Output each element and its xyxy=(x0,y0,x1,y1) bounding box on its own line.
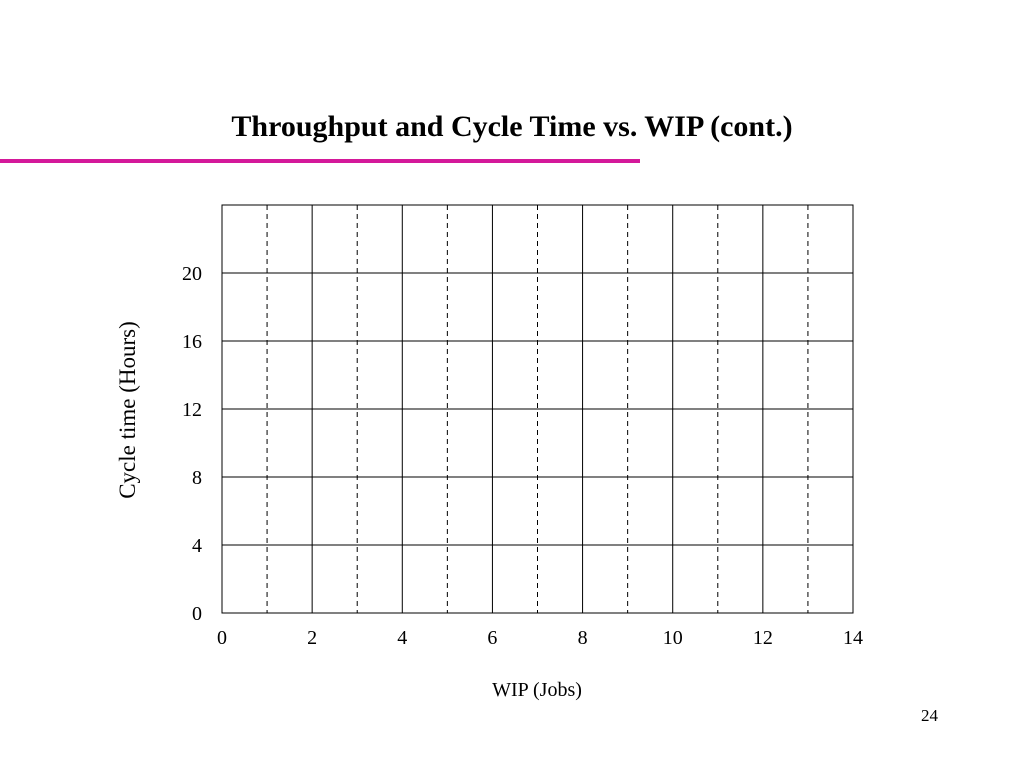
x-tick-label: 8 xyxy=(578,627,588,649)
grid-layer xyxy=(222,205,853,613)
y-tick-label: 4 xyxy=(192,535,202,557)
y-axis-label: Cycle time (Hours) xyxy=(115,321,140,499)
y-tick-label: 12 xyxy=(182,399,202,421)
x-tick-label: 6 xyxy=(487,627,497,649)
slide-number: 24 xyxy=(921,706,938,725)
x-tick-label: 14 xyxy=(843,627,863,649)
y-tick-label: 0 xyxy=(192,603,202,625)
slide-title: Throughput and Cycle Time vs. WIP (cont.… xyxy=(231,110,793,143)
plot-frame xyxy=(221,204,854,614)
x-tick-label: 2 xyxy=(307,627,317,649)
x-axis-label: WIP (Jobs) xyxy=(492,679,582,701)
x-tick-label: 4 xyxy=(397,627,407,649)
y-tick-label: 20 xyxy=(182,263,202,285)
x-tick-label: 12 xyxy=(753,627,773,649)
tick-layer: 0 2 4 6 8 10 12 14 0 4 8 12 16 20 xyxy=(182,263,863,649)
x-tick-label: 0 xyxy=(217,627,227,649)
y-tick-label: 8 xyxy=(192,467,202,489)
y-tick-label: 16 xyxy=(182,331,202,353)
x-tick-label: 10 xyxy=(663,627,683,649)
title-underline xyxy=(0,159,640,163)
